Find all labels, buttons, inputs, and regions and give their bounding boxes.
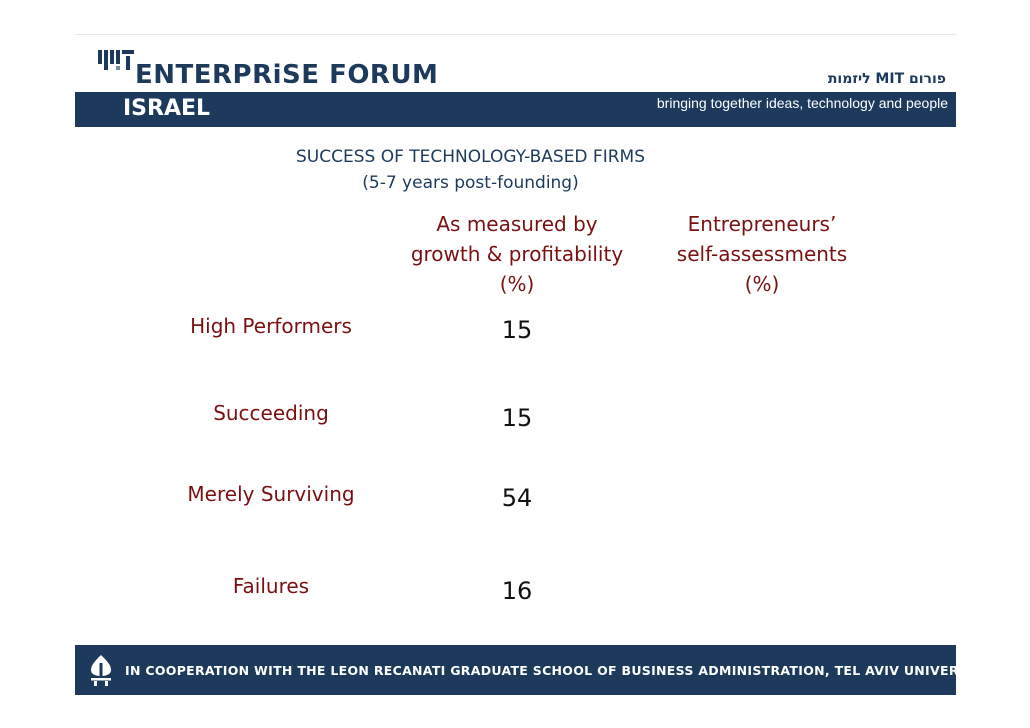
row-label-failures: Failures	[232, 574, 310, 598]
header-band: ISRAEL bringing together ideas, technolo…	[75, 92, 956, 127]
row-value-merely-surviving: 54	[501, 484, 533, 512]
header-banner: ENTERPRiSE FORUM פורום MIT ליזמות ISRAEL…	[75, 34, 956, 127]
region-name: ISRAEL	[123, 96, 211, 121]
slide-title: SUCCESS OF TECHNOLOGY-BASED FIRMS (5-7 y…	[75, 144, 956, 196]
column-header-line: As measured by	[436, 212, 598, 236]
tagline: bringing together ideas, technology and …	[656, 95, 948, 111]
column-header-self-assessments: Entrepreneurs’ self-assessments (%)	[662, 209, 862, 299]
tel-aviv-university-logo-icon	[91, 655, 111, 686]
column-header-line: self-assessments	[676, 242, 848, 266]
column-header-unit: (%)	[499, 272, 535, 296]
column-header-growth-profitability: As measured by growth & profitability (%…	[394, 209, 640, 299]
forum-name: ENTERPRiSE FORUM	[135, 60, 439, 90]
column-header-line: Entrepreneurs’	[687, 212, 837, 236]
column-header-unit: (%)	[744, 272, 780, 296]
hebrew-forum-name: פורום MIT ליזמות	[827, 71, 946, 87]
column-header-line: growth & profitability	[410, 242, 624, 266]
row-label-merely-surviving: Merely Surviving	[187, 482, 355, 506]
row-value-high-performers: 15	[501, 316, 533, 344]
slide: ENTERPRiSE FORUM פורום MIT ליזמות ISRAEL…	[75, 34, 991, 695]
row-label-succeeding: Succeeding	[213, 401, 329, 425]
footer-text: IN COOPERATION WITH THE LEON RECANATI GR…	[125, 663, 992, 678]
title-line-1: SUCCESS OF TECHNOLOGY-BASED FIRMS	[296, 147, 645, 167]
row-label-high-performers: High Performers	[190, 314, 352, 338]
header-top: ENTERPRiSE FORUM פורום MIT ליזמות	[75, 34, 956, 93]
mit-logo-icon	[98, 50, 134, 70]
row-value-failures: 16	[501, 577, 533, 605]
title-line-2: (5-7 years post-founding)	[362, 173, 579, 193]
footer-banner: IN COOPERATION WITH THE LEON RECANATI GR…	[75, 645, 991, 695]
row-value-succeeding: 15	[501, 404, 533, 432]
